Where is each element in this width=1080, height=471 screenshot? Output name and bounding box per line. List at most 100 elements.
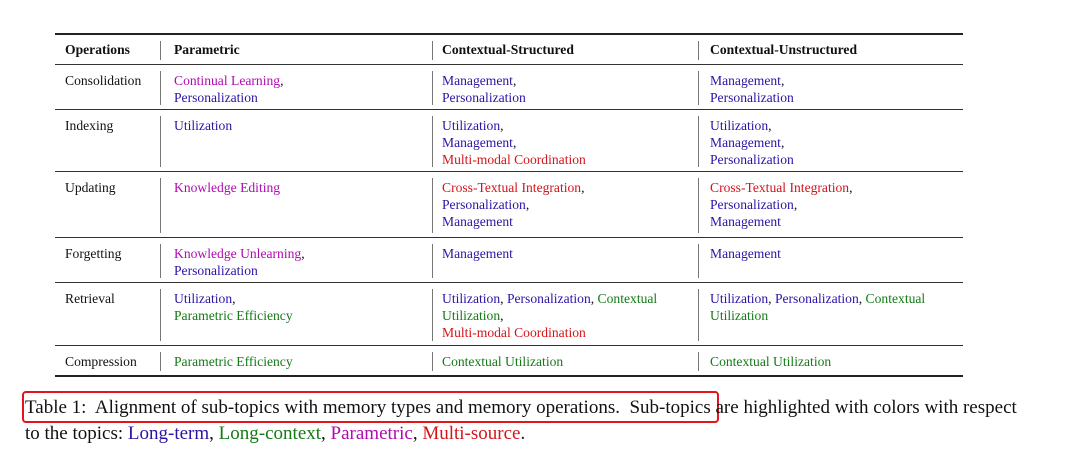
subtopic-label: Continual Learning (174, 73, 281, 88)
separator: , (525, 197, 530, 212)
separator: , (301, 246, 305, 261)
subtopic-label: Contextual Utilization (710, 354, 832, 369)
subtopic-cell: Utilization, Management, Multi-modal Coord… (432, 110, 698, 171)
subtopic-label: Personalization (174, 90, 258, 105)
subtopic-label: Contextual Utilization (442, 354, 564, 369)
table-row: Consolidation Continual Learning, Personal… (55, 65, 963, 110)
subtopic-cell: Contextual Utilization (698, 346, 963, 375)
subtopic-label: Personalization (774, 291, 859, 306)
cell-line: Utilization, (174, 290, 432, 307)
cell-line: Cross-Textual Integration, (710, 179, 963, 196)
cell-line: Multi-modal Coordination (442, 151, 698, 168)
subtopic-label: Personalization (506, 291, 591, 306)
cell-line: Utilization, (442, 307, 698, 324)
subtopic-label: Management (710, 135, 781, 150)
header-contextual-structured: Contextual-Structured (432, 35, 698, 64)
cell-line: Personalization, (442, 196, 698, 213)
table-row: Updating Knowledge Editing Cross-Textual I… (55, 172, 963, 238)
subtopic-cell: Cross-Textual Integration, Personalizatio… (432, 172, 698, 237)
cell-line: Management, (442, 134, 698, 151)
subtopic-label: Utilization (442, 118, 501, 133)
separator: , (780, 135, 785, 150)
cell-line: Management, (710, 134, 963, 151)
separator: , (768, 118, 772, 133)
cell-line: Utilization, (442, 117, 698, 134)
subtopic-label: Utilization (710, 291, 769, 306)
subtopic-label: Utilization (174, 291, 233, 306)
subtopic-cell: Continual Learning, Personalization (160, 65, 432, 109)
subtopic-label: Cross-Textual Integration (442, 180, 582, 195)
cell-line: Personalization (174, 262, 432, 279)
subtopic-cell: Utilization, Personalization, Contextual… (432, 283, 698, 345)
subtopic-cell: Utilization (160, 110, 432, 171)
cell-line: Utilization, (710, 117, 963, 134)
topic-long-context: Long-context (218, 423, 322, 444)
caption-rest: Sub-topics are highlighted with colors w… (25, 397, 1017, 444)
subtopic-label: Personalization (442, 197, 526, 212)
subtopic-label: Utilization (710, 118, 769, 133)
subtopic-cell: Parametric Efficiency (160, 346, 432, 375)
subtopic-label: Contextual (597, 291, 658, 306)
subtopic-cell: Knowledge Unlearning, Personalization (160, 238, 432, 282)
subtopic-label: Contextual (865, 291, 926, 306)
caption-end: . (520, 423, 526, 444)
topic-parametric: Parametric (330, 423, 413, 444)
subtopic-cell: Contextual Utilization (432, 346, 698, 375)
header-contextual-unstructured: Contextual-Unstructured (698, 35, 963, 64)
caption-highlight-box (22, 391, 719, 423)
cell-line: Management, (710, 72, 963, 89)
cell-line: Management, (442, 72, 698, 89)
operation-name: Consolidation (65, 73, 142, 88)
subtopic-label: Utilization (710, 308, 769, 323)
separator: , (858, 291, 866, 306)
separator: , (512, 73, 517, 88)
separator: , (500, 118, 504, 133)
cell-line: Knowledge Unlearning, (174, 245, 432, 262)
cell-line: Utilization (174, 117, 432, 134)
separator: , (500, 291, 507, 306)
table-caption: Table 1: Alignment of sub-topics with me… (25, 397, 1017, 444)
subtopic-label: Management (442, 246, 513, 261)
subtopic-cell: Knowledge Editing (160, 172, 432, 237)
subtopic-label: Management (442, 135, 513, 150)
cell-line: Management (710, 245, 963, 262)
subtopic-cell: Management (698, 238, 963, 282)
operation-name: Forgetting (65, 246, 122, 261)
topic-multi-source: Multi-source (422, 423, 521, 444)
separator: , (500, 308, 504, 323)
subtopic-label: Personalization (174, 263, 258, 278)
table-row: Indexing Utilization Utilization, Managemen… (55, 110, 963, 172)
cell-line: Parametric Efficiency (174, 307, 432, 324)
subtopic-label: Utilization (442, 308, 501, 323)
subtopic-cell: Utilization, Management, Personalization (698, 110, 963, 171)
subtopic-cell: Utilization, Personalization, Contextual… (698, 283, 963, 345)
topic-long-term: Long-term (127, 423, 210, 444)
cell-line: Utilization, Personalization, Contextual (710, 290, 963, 307)
subtopic-cell: Management, Personalization (432, 65, 698, 109)
cell-line: Multi-modal Coordination (442, 324, 698, 341)
subtopic-label: Management (710, 73, 781, 88)
table-header-row: Operations Parametric Contextual-Structu… (55, 35, 963, 65)
subtopic-label: Personalization (442, 90, 526, 105)
subtopic-label: Parametric Efficiency (174, 354, 293, 369)
separator: , (590, 291, 598, 306)
subtopic-cell: Cross-Textual Integration, Personalizatio… (698, 172, 963, 237)
operation-name: Compression (65, 354, 137, 369)
subtopic-label: Knowledge Unlearning (174, 246, 302, 261)
subtopic-label: Utilization (442, 291, 501, 306)
cell-line: Continual Learning, (174, 72, 432, 89)
cell-line: Personalization (442, 89, 698, 106)
operation-name: Updating (65, 180, 116, 195)
separator: , (581, 180, 585, 195)
operation-name: Indexing (65, 118, 114, 133)
subtopic-label: Parametric Efficiency (174, 308, 293, 323)
subtopic-cell: Utilization, Parametric Efficiency (160, 283, 432, 345)
header-operations: Operations (65, 42, 130, 57)
cell-line: Management (442, 213, 698, 230)
subtopic-label: Multi-modal Coordination (442, 152, 586, 167)
subtopic-label: Management (710, 246, 781, 261)
subtopic-label: Management (710, 214, 781, 229)
separator: , (780, 73, 785, 88)
subtopic-label: Cross-Textual Integration (710, 180, 850, 195)
subtopic-label: Management (442, 73, 513, 88)
